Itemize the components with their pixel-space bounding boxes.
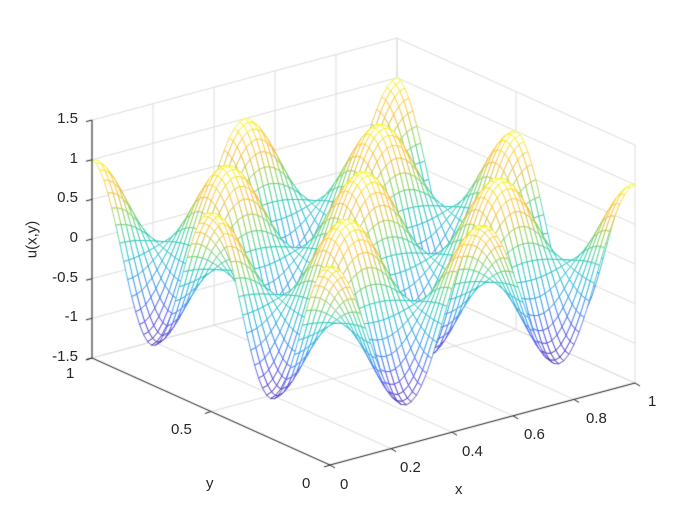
z-tick-label: 0 [69, 229, 78, 246]
y-tick-label: 0.5 [171, 421, 192, 438]
z-tick-label: -0.5 [52, 269, 78, 286]
y-tick-label: 0 [302, 475, 311, 492]
z-tick-label: -1.5 [52, 348, 78, 365]
x-tick-label: 0.6 [524, 426, 545, 443]
z-tick-label: 1.5 [57, 110, 78, 127]
z-tick-label: 0.5 [57, 189, 78, 206]
z-tick-label: -1 [64, 308, 78, 325]
x-tick-label: 0.4 [462, 443, 483, 460]
x-tick-label: 0.2 [400, 459, 421, 476]
y-tick-label: 1 [66, 365, 75, 382]
y-axis-label: y [206, 475, 214, 492]
x-axis-label: x [455, 481, 463, 498]
x-tick-label: 1 [648, 393, 657, 410]
x-tick-label: 0 [340, 476, 349, 493]
z-axis-label: u(x,y) [23, 220, 41, 259]
z-tick-label: 1 [69, 150, 78, 167]
x-tick-label: 0.8 [586, 410, 607, 427]
